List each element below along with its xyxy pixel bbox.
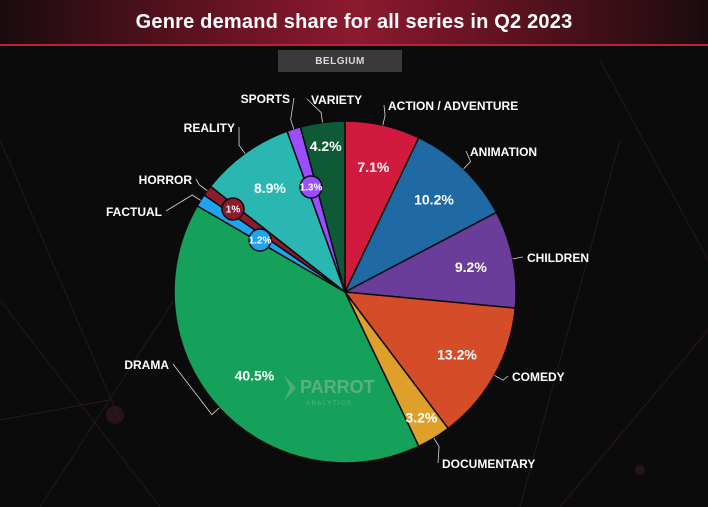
leader-line [165, 194, 201, 212]
leader-lines [165, 97, 524, 464]
region-badge: BELGIUM [278, 50, 402, 72]
slice-value-label: 1.2% [249, 236, 272, 247]
leader-line [238, 126, 246, 154]
leader-line [172, 363, 220, 416]
slice-value-label: 40.5% [235, 367, 275, 383]
leader-line [306, 98, 323, 123]
slice-animation [343, 136, 498, 294]
slice-name-label: FACTUAL [106, 205, 162, 219]
leader-line [494, 374, 509, 381]
leader-line [512, 256, 524, 260]
slice-value-label: 9.2% [455, 259, 487, 275]
slice-value-label: 1% [226, 205, 241, 216]
value-badge [248, 228, 272, 252]
slice-name-label: ACTION / ADVENTURE [388, 99, 518, 113]
pie-slices [173, 120, 517, 464]
slice-value-label: 10.2% [414, 192, 454, 208]
slice-name-labels: ACTION / ADVENTURE ANIMATION CHILDREN COMED… [106, 92, 589, 471]
slice-name-label: SPORTS [241, 92, 290, 106]
slice-name-label: COMEDY [512, 370, 565, 384]
slice-value-label: 4.2% [310, 138, 342, 154]
slice-name-label: ANIMATION [470, 145, 537, 159]
parrot-watermark: PARROT ANALYTICS [284, 375, 375, 407]
leader-line [195, 178, 208, 191]
slice-reality [209, 130, 347, 295]
slice-name-label: DRAMA [124, 358, 169, 372]
slice-value-label: 3.2% [405, 410, 437, 426]
slice-name-label: VARIETY [311, 93, 362, 107]
slice-value-label: 13.2% [437, 346, 477, 362]
watermark-name: PARROT [300, 377, 375, 397]
slice-value-labels: 7.1% 10.2% 9.2% 13.2% 3.2% 40.5% 1.2% 1% 8.9% 1.3… [221, 138, 487, 426]
chart-header: Genre demand share for all series in Q2 … [0, 0, 708, 46]
slice-variety [299, 120, 346, 293]
leader-line [382, 104, 386, 126]
leader-line [290, 97, 295, 129]
slice-name-label: REALITY [184, 121, 235, 135]
value-badge [299, 175, 323, 199]
leader-line [433, 437, 440, 464]
slice-value-label: 7.1% [357, 159, 389, 175]
slice-value-label: 1.3% [300, 183, 323, 194]
slice-value-label: 8.9% [254, 180, 286, 196]
chart-title: Genre demand share for all series in Q2 … [135, 10, 573, 33]
value-badge [221, 197, 245, 221]
slice-name-label: CHILDREN [527, 251, 589, 265]
slice-name-label: HORROR [139, 173, 193, 187]
watermark-sub: ANALYTICS [306, 401, 352, 407]
leader-line [463, 150, 472, 170]
parrot-logo-icon [284, 375, 296, 401]
slice-name-label: DOCUMENTARY [442, 457, 535, 471]
